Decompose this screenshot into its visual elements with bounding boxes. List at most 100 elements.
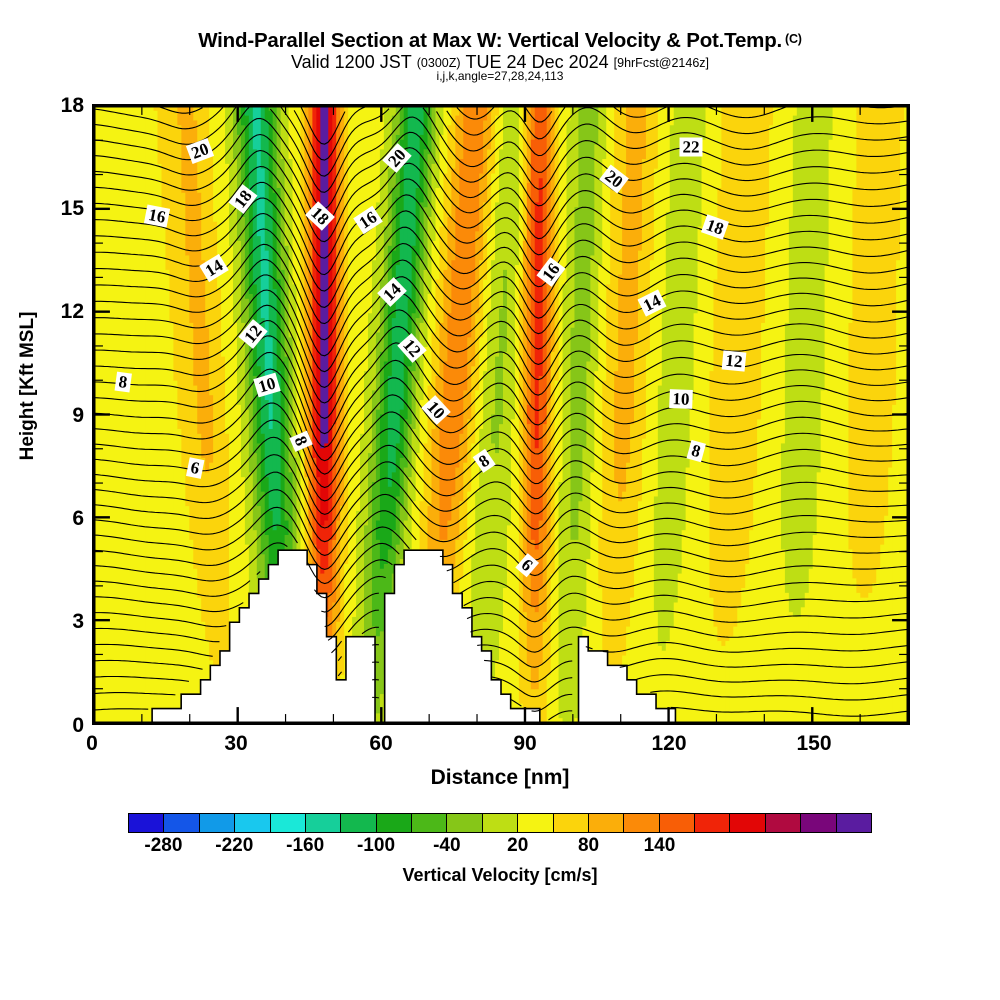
colorbar-tick--220: -220	[215, 835, 254, 856]
isentrope-26	[94, 259, 908, 357]
plot-canvas	[94, 106, 908, 723]
colorbar-segment-4	[270, 814, 306, 832]
isentrope-30	[94, 194, 908, 292]
copyright-mark: (C)	[785, 32, 802, 46]
terrain-profile	[94, 549, 908, 723]
y-tick-9: 9	[72, 404, 84, 427]
y-tick-15: 15	[60, 197, 84, 220]
x-tick-150: 150	[796, 732, 832, 755]
colorbar-segment-6	[341, 814, 377, 832]
colorbar-segment-8	[412, 814, 448, 832]
y-tick-0: 0	[72, 714, 84, 737]
colorbar-title: Vertical Velocity [cm/s]	[402, 865, 598, 885]
colorbar-segment-10	[482, 814, 519, 832]
colorbar-segment-12	[553, 814, 589, 832]
colorbar-segment-2	[199, 814, 236, 832]
colorbar-segment-0	[129, 814, 165, 832]
colorbar-tick-80: 80	[577, 835, 600, 856]
x-tick-90: 90	[513, 732, 537, 755]
isentrope-35	[94, 116, 908, 210]
isentrope-19	[94, 368, 908, 462]
colorbar-tick--160: -160	[286, 835, 325, 856]
colorbar-segment-16	[695, 814, 731, 832]
isentrope-21	[94, 335, 908, 435]
isentrope-13	[94, 471, 908, 543]
valid-prefix: Valid 1200 JST	[290, 51, 412, 72]
isentrope-25	[94, 274, 908, 373]
colorbar-tick-labels: -280 -220 -160 -100 -40 20 80 140	[0, 836, 1000, 862]
isentrope-33	[94, 147, 908, 243]
x-axis-tick-labels: 0 30 60 90 120 150	[0, 733, 1000, 763]
potential-temperature-contours	[94, 106, 908, 721]
y-axis-title: Height [Kft MSL]	[17, 311, 38, 461]
isentrope-5	[94, 609, 908, 654]
velocity-fill-layer	[94, 106, 908, 723]
isentrope-0	[94, 696, 908, 721]
isentrope-39	[158, 106, 553, 145]
x-tick-30: 30	[224, 732, 248, 755]
page-title: Wind-Parallel Section at Max W: Vertical…	[0, 30, 1000, 52]
isentrope-17	[94, 402, 908, 489]
isentrope-8	[94, 559, 908, 613]
isentrope-34	[94, 131, 908, 226]
isentrope-9	[94, 542, 908, 599]
colorbar-segment-14	[624, 814, 660, 832]
forecast-stamp: [9hrFcst@2146z]	[613, 55, 710, 70]
isentrope-18	[94, 385, 908, 475]
colorbar-segment-13	[588, 814, 625, 832]
x-axis-title: Distance [nm]	[430, 766, 570, 789]
main-title-text: Wind-Parallel Section at Max W: Vertical…	[198, 29, 783, 52]
colorbar-tick-20: 20	[507, 835, 529, 856]
colorbar-segment-5	[305, 814, 342, 832]
colorbar-segment-19	[801, 814, 837, 832]
y-tick-12: 12	[60, 300, 84, 323]
colorbar[interactable]	[128, 813, 872, 833]
isentrope-2	[94, 661, 908, 698]
subtitle: Valid 1200 JST (0300Z) TUE 24 Dec 2024 […	[0, 53, 1000, 71]
valid-date: TUE 24 Dec 2024	[465, 51, 609, 72]
terrain-mask-layer	[94, 549, 908, 723]
isentrope-28	[94, 226, 908, 325]
x-tick-120: 120	[651, 732, 687, 755]
colorbar-tick--40: -40	[433, 835, 461, 856]
y-axis-tick-labels: 0 3 6 9 12 15 18	[40, 0, 84, 1000]
isentrope-14	[94, 454, 908, 529]
isentrope-15	[94, 436, 908, 515]
x-tick-0: 0	[86, 732, 98, 755]
y-tick-6: 6	[72, 507, 84, 530]
isentrope-16	[94, 419, 908, 502]
x-tick-60: 60	[369, 732, 393, 755]
isentrope-31	[94, 178, 908, 276]
colorbar-tick-140: 140	[643, 835, 676, 856]
colorbar-tick--100: -100	[356, 835, 396, 856]
valid-utc: (0300Z)	[416, 55, 461, 70]
colorbar-segment-1	[164, 814, 200, 832]
isentrope-12	[94, 489, 908, 556]
title-block: Wind-Parallel Section at Max W: Vertical…	[0, 30, 1000, 82]
isentrope-20	[94, 351, 908, 448]
isentrope-1	[94, 679, 908, 712]
cross-section-plot[interactable]: 20 16 18 14 12 10 8 8 6 18 20 16 14 12 10 8 6 16 20 22 18 14 1…	[92, 104, 910, 725]
index-line: i,j,k,angle=27,28,24,113	[436, 68, 564, 83]
isentrope-27	[94, 242, 908, 341]
colorbar-segment-20	[836, 814, 871, 832]
isentrope-23	[94, 304, 908, 404]
colorbar-segment-7	[376, 814, 412, 832]
isentrope-29	[94, 210, 908, 308]
isentrope-24	[94, 289, 908, 388]
isentrope-3	[94, 644, 908, 683]
colorbar-segment-3	[235, 814, 271, 832]
colorbar-tick--280: -280	[144, 835, 183, 856]
colorbar-segment-18	[765, 814, 802, 832]
isentrope-22	[94, 319, 908, 419]
isentrope-4	[94, 626, 908, 668]
colorbar-segment-9	[447, 814, 483, 832]
isentrope-36	[94, 106, 908, 193]
colorbar-segment-11	[518, 814, 554, 832]
colorbar-segment-15	[659, 814, 695, 832]
y-tick-18: 18	[60, 94, 84, 117]
y-tick-3: 3	[72, 610, 84, 633]
isentrope-37	[94, 106, 908, 177]
isentrope-7	[94, 575, 908, 628]
